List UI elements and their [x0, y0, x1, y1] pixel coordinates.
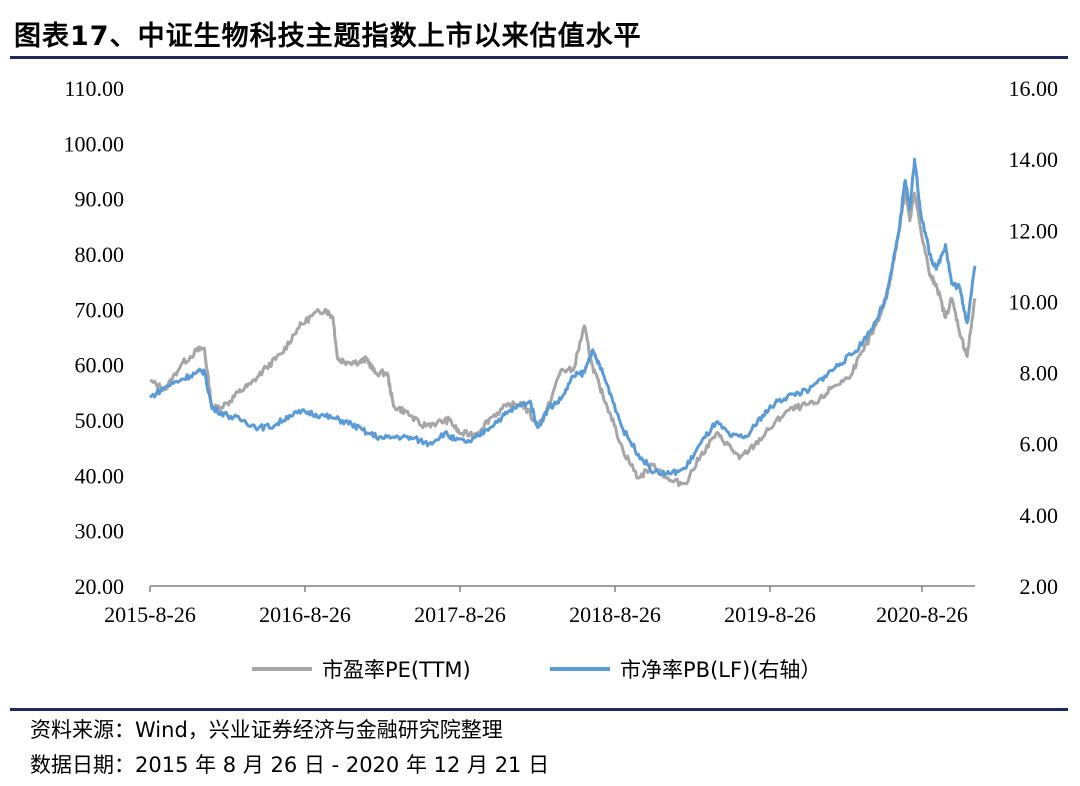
x-tick-label: 2017-8-26: [414, 602, 506, 627]
left-tick-label: 110.00: [64, 76, 124, 101]
left-tick-label: 40.00: [75, 463, 125, 488]
footer-rule: [10, 708, 1068, 711]
pe-series-line: [149, 186, 977, 488]
left-tick-label: 60.00: [75, 353, 125, 378]
date-range-note: 数据日期：2015 年 8 月 26 日 - 2020 年 12 月 21 日: [30, 753, 550, 777]
chart-area: 20.00 30.00 40.00 50.00 60.00 70.00 80.00 90.00…: [64, 76, 1059, 682]
left-tick-label: 30.00: [75, 519, 125, 544]
left-tick-label: 50.00: [75, 408, 125, 433]
source-note: 资料来源：Wind，兴业证券经济与金融研究院整理: [30, 718, 503, 742]
right-tick-label: 16.00: [1009, 76, 1059, 101]
x-tick-label: 2019-8-26: [724, 602, 816, 627]
pb-legend-label: 市净率PB(LF)(右轴）: [620, 658, 821, 682]
left-tick-label: 100.00: [64, 131, 125, 156]
left-axis: 20.00 30.00 40.00 50.00 60.00 70.00 80.00 90.00…: [64, 76, 125, 599]
pe-legend-label: 市盈率PE(TTM): [322, 658, 471, 682]
x-tick-label: 2020-8-26: [876, 602, 968, 627]
x-tick-label: 2015-8-26: [104, 602, 196, 627]
right-tick-label: 10.00: [1009, 289, 1059, 314]
pb-series-line: [148, 157, 977, 477]
chart-title: 图表17、中证生物科技主题指数上市以来估值水平: [14, 21, 642, 52]
right-tick-label: 6.00: [1020, 432, 1059, 457]
left-tick-label: 20.00: [75, 574, 125, 599]
right-tick-label: 12.00: [1009, 218, 1059, 243]
left-tick-label: 90.00: [75, 187, 125, 212]
left-tick-label: 70.00: [75, 297, 125, 322]
right-axis: 2.00 4.00 6.00 8.00 10.00 12.00 14.00 16.00: [1009, 76, 1059, 599]
series-layer: [148, 157, 977, 488]
x-tick-label: 2018-8-26: [569, 602, 661, 627]
left-tick-label: 80.00: [75, 242, 125, 267]
right-tick-label: 4.00: [1020, 503, 1059, 528]
title-rule: [10, 56, 1068, 59]
right-tick-label: 2.00: [1020, 574, 1059, 599]
x-axis: 2015-8-26 2016-8-26 2017-8-26 2018-8-26 2019…: [104, 585, 975, 627]
legend: 市盈率PE(TTM) 市净率PB(LF)(右轴）: [252, 658, 821, 682]
right-tick-label: 14.00: [1009, 147, 1059, 172]
right-tick-label: 8.00: [1020, 361, 1059, 386]
x-tick-label: 2016-8-26: [259, 602, 351, 627]
